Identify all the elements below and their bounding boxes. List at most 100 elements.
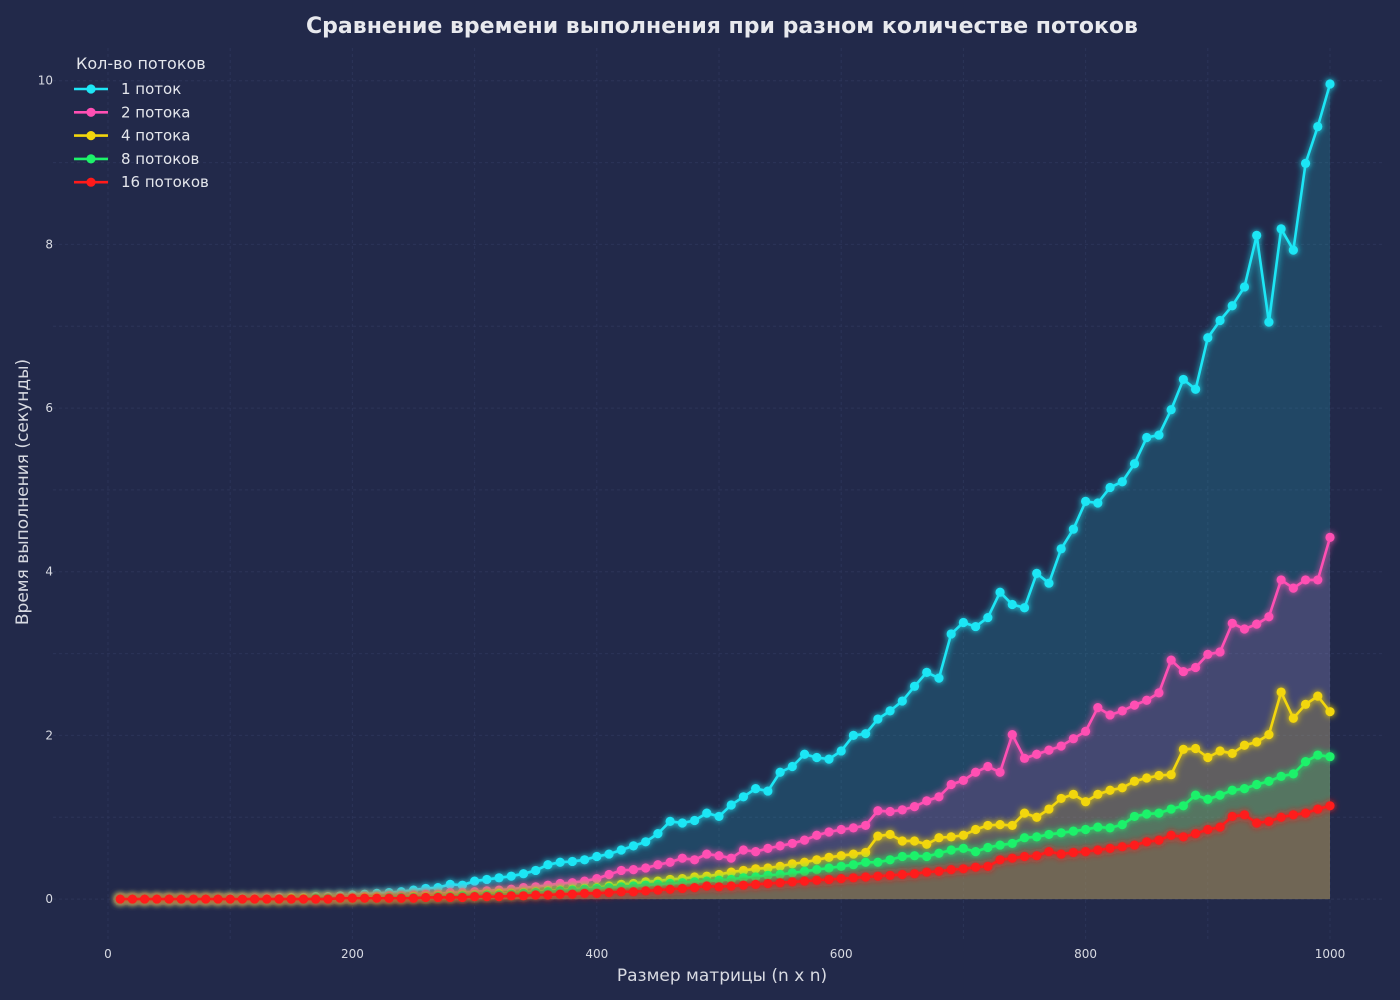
data-point — [1142, 773, 1152, 783]
data-point — [971, 824, 981, 835]
data-point — [225, 894, 235, 904]
data-point — [616, 865, 626, 876]
data-point — [1093, 789, 1103, 799]
data-point — [677, 853, 687, 863]
legend-marker — [86, 154, 96, 164]
data-point — [445, 892, 455, 903]
x-tick-label: 400 — [585, 947, 608, 961]
data-point — [824, 754, 834, 764]
data-point — [1154, 770, 1164, 781]
data-point — [909, 681, 920, 691]
data-point — [494, 892, 504, 902]
data-point — [738, 865, 749, 876]
data-point — [665, 884, 675, 894]
data-point — [457, 892, 467, 903]
data-point — [579, 888, 590, 898]
data-point — [1227, 618, 1237, 628]
data-point — [738, 845, 749, 855]
data-point — [689, 815, 700, 826]
data-point — [848, 860, 859, 870]
data-point — [1325, 801, 1335, 811]
data-point — [836, 874, 846, 884]
data-point — [775, 869, 785, 880]
data-point — [799, 835, 810, 845]
data-point — [140, 894, 150, 904]
data-point — [787, 877, 797, 887]
y-axis-ticks: 0 2 4 6 8 10 — [38, 74, 53, 906]
data-point — [995, 820, 1005, 830]
data-point — [763, 870, 773, 880]
data-point — [934, 866, 944, 876]
data-point — [1093, 702, 1103, 713]
data-point — [457, 880, 467, 890]
data-point — [946, 832, 956, 842]
data-point — [1252, 818, 1262, 828]
data-point — [653, 860, 663, 870]
data-point — [971, 862, 981, 872]
data-point — [164, 894, 174, 904]
data-point — [274, 894, 284, 904]
data-point — [861, 847, 871, 858]
data-point — [482, 874, 492, 885]
data-point — [641, 886, 651, 896]
data-point — [1178, 374, 1188, 385]
data-point — [861, 857, 871, 867]
data-point — [995, 840, 1005, 850]
data-point — [616, 845, 626, 855]
data-point — [604, 849, 614, 859]
data-point — [751, 784, 761, 794]
data-point — [1300, 808, 1311, 818]
data-point — [1325, 532, 1335, 542]
data-point — [909, 836, 920, 846]
y-tick-label: 10 — [38, 74, 53, 88]
data-point — [885, 855, 895, 865]
data-point — [1007, 599, 1017, 610]
data-point — [1044, 829, 1054, 840]
data-point — [494, 873, 504, 883]
data-point — [1032, 568, 1042, 578]
data-point — [958, 617, 969, 628]
data-point — [1252, 619, 1262, 629]
y-tick-label: 4 — [45, 565, 53, 579]
data-point — [934, 792, 944, 802]
data-point — [836, 746, 846, 756]
data-point — [1203, 333, 1213, 343]
data-point — [1032, 812, 1042, 822]
data-point — [1093, 498, 1103, 508]
data-point — [628, 841, 639, 851]
data-point — [1019, 808, 1030, 818]
data-point — [323, 894, 333, 904]
data-point — [873, 806, 883, 816]
data-point — [592, 851, 602, 862]
data-point — [897, 836, 907, 846]
data-point — [861, 820, 871, 831]
data-point — [665, 816, 675, 826]
data-point — [1215, 790, 1225, 800]
data-point — [604, 887, 614, 898]
data-point — [738, 792, 749, 802]
data-point — [1252, 230, 1262, 240]
data-point — [1276, 687, 1286, 697]
data-point — [1056, 828, 1066, 838]
data-point — [579, 876, 590, 886]
data-point — [1276, 575, 1286, 585]
data-point — [971, 621, 981, 632]
data-point — [1154, 688, 1164, 698]
data-point — [531, 890, 541, 900]
series-fill-3 — [120, 692, 1331, 900]
data-point — [1056, 544, 1066, 554]
data-point — [726, 874, 736, 885]
data-point — [641, 863, 651, 873]
data-point — [1081, 824, 1091, 835]
data-point — [897, 869, 907, 880]
data-point — [628, 865, 639, 875]
series-fills — [120, 84, 1331, 900]
data-point — [1190, 790, 1201, 800]
data-point — [1044, 847, 1054, 857]
data-point — [1227, 785, 1237, 795]
series-line-5 — [120, 804, 1331, 901]
data-point — [1081, 496, 1091, 506]
data-point — [1081, 726, 1091, 736]
data-point — [1105, 710, 1115, 720]
